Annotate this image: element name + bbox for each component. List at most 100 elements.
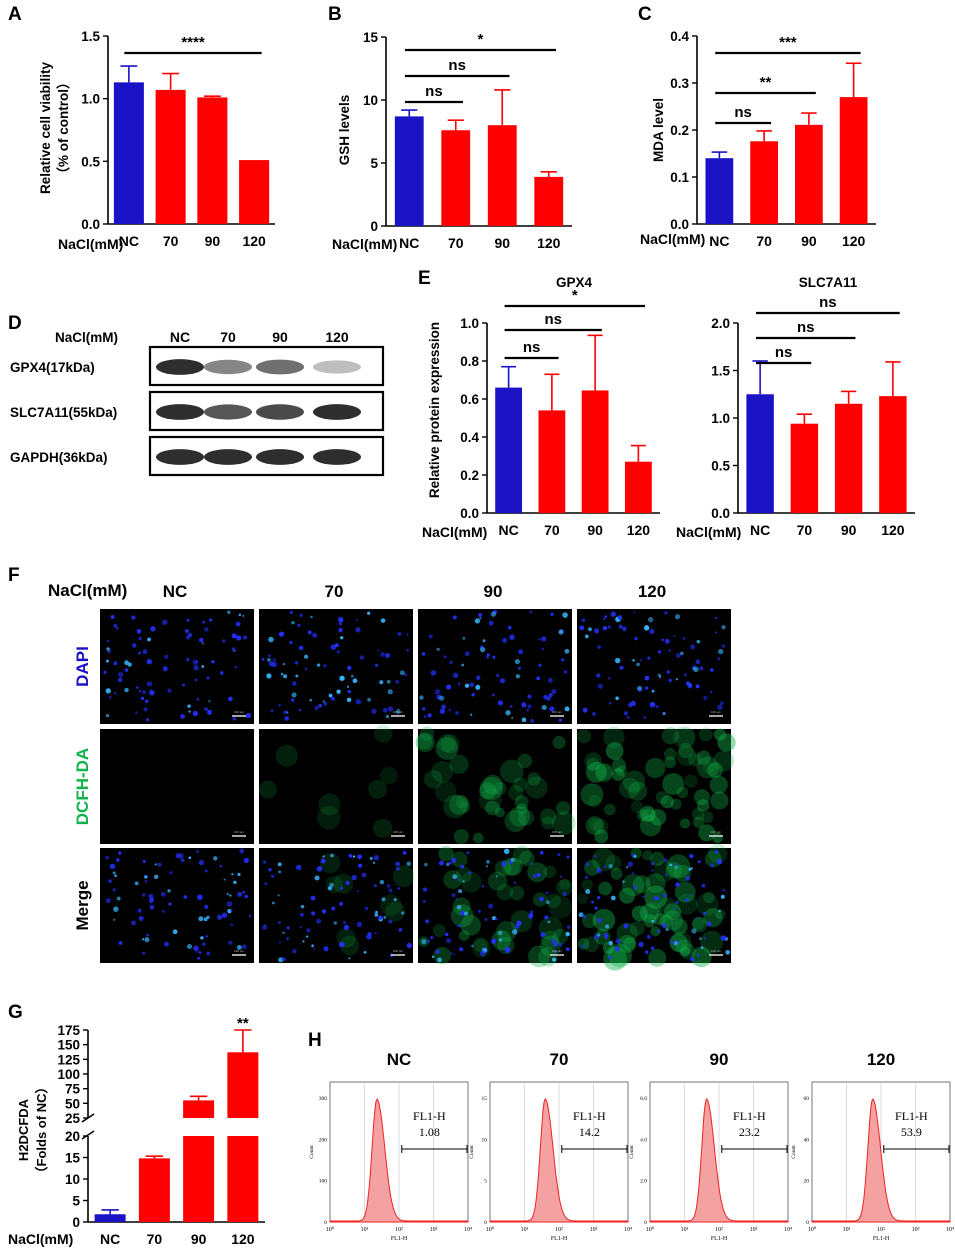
blue-nucleus [234,665,237,668]
green-cell [616,922,638,944]
blue-nucleus [529,910,534,915]
x-tick-label: NC [709,233,729,249]
blue-nucleus [361,872,367,878]
blue-nucleus [604,865,607,868]
blue-nucleus [142,938,145,941]
blue-nucleus [291,692,297,698]
blue-nucleus [262,925,267,930]
blue-nucleus [501,861,507,867]
blue-nucleus [154,874,159,879]
x-tick-label: 70 [448,235,464,251]
bar-120-low [227,1136,259,1222]
bar-70 [138,1158,170,1222]
blue-nucleus [623,923,629,929]
blue-nucleus [346,697,352,703]
blue-nucleus [131,920,136,926]
blue-nucleus [494,917,498,921]
sig-label: ns [775,344,793,361]
blue-nucleus [340,886,344,890]
blue-nucleus [331,906,336,911]
green-cell [488,871,508,891]
blue-nucleus [558,942,563,947]
green-cell [450,904,474,928]
blue-nucleus [633,611,636,614]
blue-nucleus [380,618,386,623]
chart-e1-ylabel: Relative protein expression [427,322,442,498]
blue-nucleus [548,692,553,698]
blue-nucleus [277,894,280,897]
blue-nucleus [455,898,459,901]
green-cell [594,928,611,945]
blue-nucleus [532,873,537,879]
blue-nucleus [292,681,297,686]
histogram-y-tick: 5 [484,1179,487,1185]
y-tick-label: 75 [65,1082,81,1097]
blue-nucleus [603,617,606,621]
gate-label: FL1-H [573,1109,606,1123]
histogram-y-tick: 100 [319,1179,328,1185]
blue-nucleus [695,659,701,665]
blue-nucleus [546,900,550,905]
histogram-ylabel: Count [309,1145,315,1159]
blue-nucleus [644,675,650,681]
blot-band [256,449,304,465]
blue-nucleus [378,915,383,920]
green-cell [603,803,616,816]
y-tick-label: 0.4 [670,29,689,44]
histogram-y-tick: 300 [319,1096,328,1102]
blue-nucleus [117,677,123,683]
blue-nucleus [651,869,654,872]
blue-nucleus [356,889,359,892]
green-cell [691,946,712,968]
blot-band [204,449,252,465]
blue-nucleus [460,864,465,869]
green-cell [452,897,471,916]
histogram-title: 90 [710,1050,729,1069]
blue-nucleus [714,617,717,620]
blue-nucleus [351,874,357,881]
blue-nucleus [475,675,481,681]
blue-nucleus [162,909,166,913]
blue-nucleus [277,862,282,867]
blue-nucleus [622,626,627,632]
green-cell [715,909,726,920]
blue-nucleus [151,897,154,901]
y-tick-label: 15 [65,1151,81,1166]
sig-label: * [478,31,484,48]
green-cell [707,843,728,864]
blue-nucleus [321,909,327,914]
y-tick-label: 1.0 [460,316,479,331]
bar-120 [624,461,652,513]
histogram-x-tick: 10¹ [843,1227,851,1233]
blue-nucleus [434,689,441,695]
green-cell [258,780,277,799]
blue-nucleus [423,862,428,867]
blue-nucleus [717,704,723,711]
blot-band [156,404,204,420]
blue-nucleus [363,951,367,954]
blue-nucleus [668,678,672,683]
blue-nucleus [114,874,118,878]
blue-nucleus [228,940,233,945]
blue-nucleus [356,921,363,928]
blot-band [313,404,361,420]
green-cell [504,810,527,833]
scale-bar-label: 100 μm [393,830,404,834]
blue-nucleus [462,636,466,640]
blot-band [313,360,361,374]
blue-nucleus [367,697,371,702]
blue-nucleus [470,713,473,716]
blue-nucleus [422,707,426,711]
blue-nucleus [355,699,361,705]
blue-nucleus [421,938,427,945]
bar-70 [790,423,819,513]
blue-nucleus [364,906,369,911]
blue-nucleus [268,868,272,872]
bar-70 [155,89,186,224]
blue-nucleus [585,875,588,879]
blue-nucleus [388,888,393,893]
blue-nucleus [445,862,450,867]
blue-nucleus [117,671,124,678]
green-cell [588,794,602,808]
histogram-90: 90 0 2.0 4.0 6.0 Count 10⁰ 10¹ 10² 10³ 10⁴ FL1-H FL1… [629,1050,792,1242]
